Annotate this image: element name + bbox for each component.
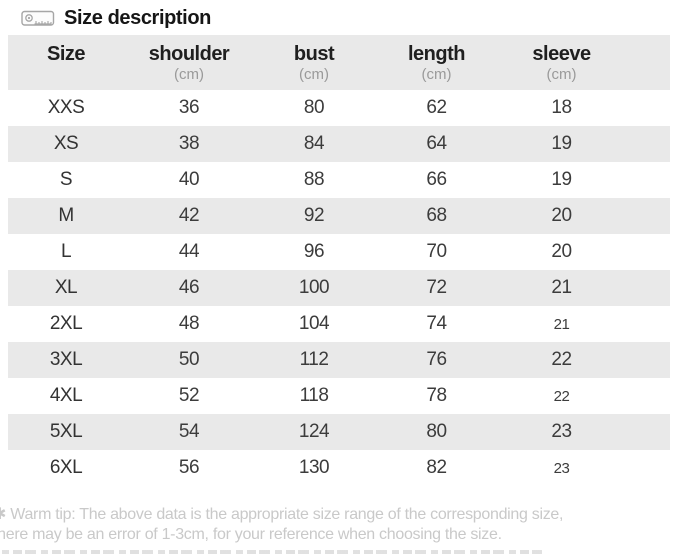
sleeve-cell: 20: [551, 241, 572, 262]
table-row: XL 46 100 72 21: [8, 270, 670, 306]
column-label: shoulder: [148, 43, 230, 65]
table-body: XXS 36 80 62 18 XS 38 84 64 19 S 40 88 6…: [8, 90, 670, 486]
size-cell: 4XL: [49, 385, 83, 406]
bust-cell: 92: [303, 205, 325, 226]
sleeve-cell: 19: [551, 133, 572, 154]
bust-cell: 112: [299, 349, 329, 370]
length-cell: 74: [426, 313, 447, 334]
length-cell: 66: [426, 169, 447, 190]
column-header-shoulder: shoulder (cm): [124, 41, 254, 84]
table-row: 3XL 50 112 76 22: [8, 342, 670, 378]
shoulder-cell: 54: [178, 421, 200, 442]
shoulder-cell: 42: [178, 205, 200, 226]
table-row: XS 38 84 64 19: [8, 126, 670, 162]
sleeve-cell: 23: [551, 421, 572, 442]
column-header-size: Size: [8, 41, 124, 84]
table-row: XXS 36 80 62 18: [8, 90, 670, 126]
table-row: S 40 88 66 19: [8, 162, 670, 198]
column-label: bust: [293, 43, 335, 65]
length-cell: 70: [426, 241, 447, 262]
table-row: 4XL 52 118 78 22: [8, 378, 670, 414]
sleeve-cell: 23: [553, 459, 570, 477]
title-row: Size description: [0, 0, 685, 33]
length-cell: 80: [426, 421, 447, 442]
column-label: Size: [46, 43, 86, 65]
sleeve-cell: 19: [551, 169, 572, 190]
bust-cell: 118: [299, 385, 329, 406]
length-cell: 76: [426, 349, 447, 370]
size-table: Size shoulder (cm) bust (cm) length (cm)…: [8, 35, 670, 486]
shoulder-cell: 50: [178, 349, 200, 370]
size-cell: 5XL: [49, 421, 83, 442]
warm-tip: ✱ Warm tip: The above data is the approp…: [0, 505, 685, 545]
table-header-row: Size shoulder (cm) bust (cm) length (cm)…: [8, 35, 670, 90]
size-cell: 6XL: [49, 457, 83, 478]
size-cell: XL: [54, 277, 78, 298]
column-unit: (cm): [174, 66, 204, 83]
shoulder-cell: 38: [178, 133, 200, 154]
size-cell: 3XL: [49, 349, 83, 370]
length-cell: 82: [426, 457, 447, 478]
tape-measure-icon: [21, 10, 55, 26]
shoulder-cell: 56: [178, 457, 200, 478]
size-cell: 2XL: [49, 313, 83, 334]
table-row: L 44 96 70 20: [8, 234, 670, 270]
bust-cell: 96: [303, 241, 325, 262]
clipped-text-line: [2, 550, 542, 554]
page-title: Size description: [64, 7, 211, 29]
shoulder-cell: 46: [178, 277, 200, 298]
shoulder-cell: 52: [178, 385, 200, 406]
shoulder-cell: 36: [178, 97, 200, 118]
column-label: length: [408, 43, 466, 65]
column-unit: (cm): [546, 66, 577, 83]
length-cell: 62: [426, 97, 447, 118]
column-label: sleeve: [532, 43, 591, 65]
column-unit: (cm): [421, 66, 452, 83]
warm-tip-line-1: ✱ Warm tip: The above data is the approp…: [0, 506, 564, 523]
bust-cell: 88: [303, 169, 325, 190]
sleeve-cell: 22: [551, 349, 572, 370]
length-cell: 68: [426, 205, 447, 226]
column-header-length: length (cm): [374, 41, 499, 84]
column-header-sleeve: sleeve (cm): [499, 41, 624, 84]
bust-cell: 104: [298, 313, 330, 334]
bust-cell: 100: [298, 277, 330, 298]
length-cell: 78: [426, 385, 447, 406]
sleeve-cell: 21: [551, 277, 572, 298]
sleeve-cell: 20: [551, 205, 572, 226]
bust-cell: 130: [298, 457, 330, 478]
sleeve-cell: 21: [553, 315, 570, 333]
table-row: 2XL 48 104 74 21: [8, 306, 670, 342]
shoulder-cell: 48: [178, 313, 200, 334]
size-cell: XXS: [47, 97, 85, 118]
column-unit: (cm): [299, 66, 329, 83]
length-cell: 64: [426, 133, 447, 154]
size-cell: S: [59, 169, 73, 190]
size-cell: XS: [53, 133, 79, 154]
size-cell: L: [60, 241, 72, 262]
shoulder-cell: 40: [178, 169, 200, 190]
bust-cell: 124: [298, 421, 330, 442]
table-row: M 42 92 68 20: [8, 198, 670, 234]
table-row: 6XL 56 130 82 23: [8, 450, 670, 486]
column-header-bust: bust (cm): [254, 41, 374, 84]
length-cell: 72: [426, 277, 447, 298]
warm-tip-line-2: there may be an error of 1-3cm, for your…: [0, 526, 502, 543]
table-row: 5XL 54 124 80 23: [8, 414, 670, 450]
bust-cell: 84: [303, 133, 325, 154]
sleeve-cell: 18: [551, 97, 572, 118]
sleeve-cell: 22: [553, 387, 570, 405]
size-cell: M: [58, 205, 74, 226]
bust-cell: 80: [303, 97, 325, 118]
shoulder-cell: 44: [178, 241, 200, 262]
